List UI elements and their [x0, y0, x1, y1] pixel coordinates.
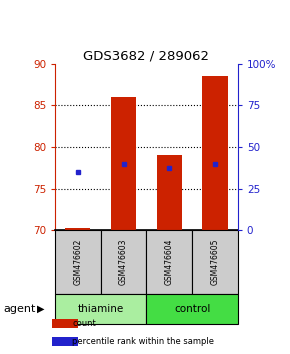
Text: percentile rank within the sample: percentile rank within the sample: [72, 337, 215, 346]
Bar: [55, 294, 146, 324]
Bar: [55, 230, 101, 294]
Text: control: control: [174, 304, 210, 314]
Bar: [146, 230, 192, 294]
Bar: [65, 228, 90, 230]
Bar: [101, 230, 146, 294]
Text: ▶: ▶: [37, 304, 44, 314]
Bar: [111, 97, 136, 230]
Bar: [52, 337, 77, 346]
Bar: [192, 230, 238, 294]
Text: GSM476604: GSM476604: [165, 239, 174, 285]
Text: count: count: [72, 319, 96, 329]
Text: GSM476603: GSM476603: [119, 239, 128, 285]
Bar: [202, 76, 228, 230]
Title: GDS3682 / 289062: GDS3682 / 289062: [84, 50, 209, 63]
Bar: [157, 155, 182, 230]
Text: GSM476605: GSM476605: [211, 239, 220, 285]
Text: GSM476602: GSM476602: [73, 239, 82, 285]
Bar: [146, 294, 238, 324]
Text: agent: agent: [3, 304, 35, 314]
Bar: [52, 319, 77, 329]
Text: thiamine: thiamine: [78, 304, 124, 314]
